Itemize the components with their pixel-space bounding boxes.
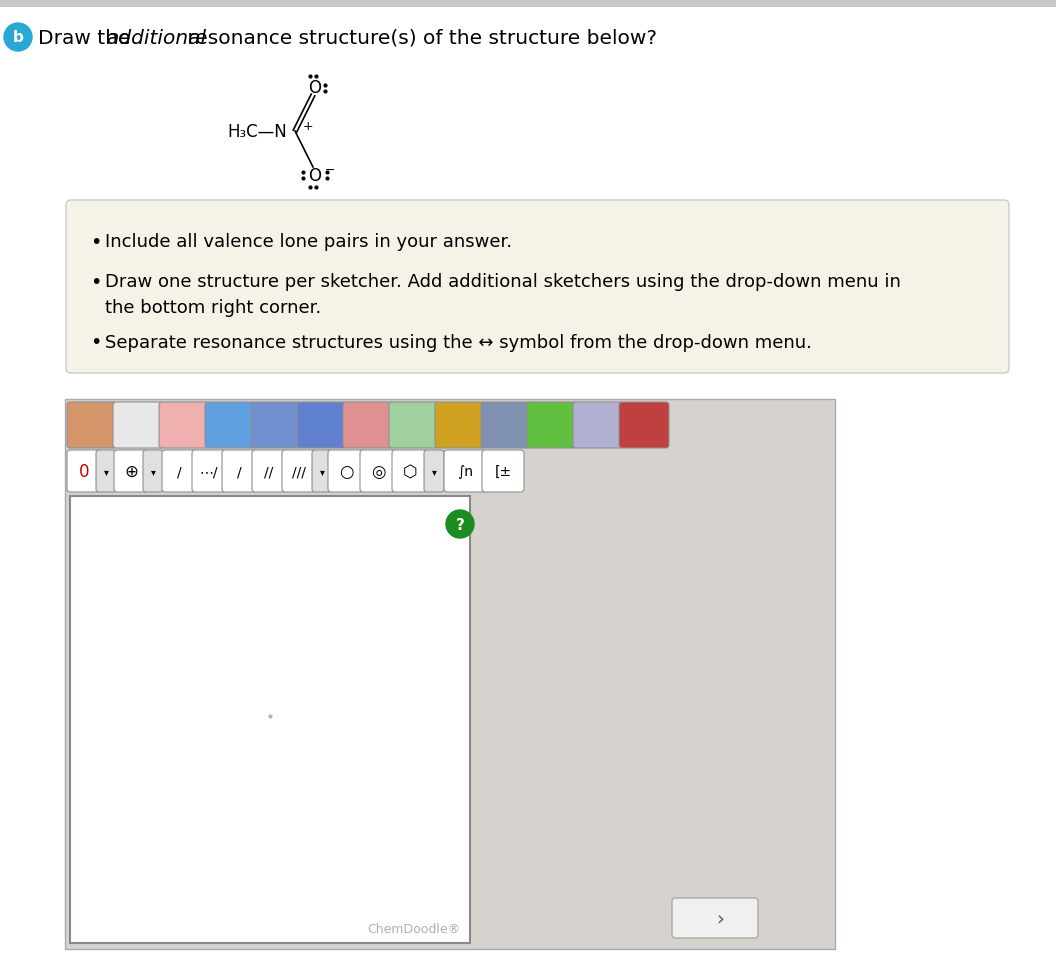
FancyBboxPatch shape [343, 403, 393, 448]
FancyBboxPatch shape [162, 450, 196, 492]
FancyBboxPatch shape [143, 450, 163, 492]
Text: ⬡: ⬡ [402, 462, 417, 481]
Text: ▾: ▾ [432, 467, 436, 477]
Text: −: − [325, 163, 336, 176]
Text: •: • [90, 273, 101, 291]
Text: /: / [176, 464, 182, 479]
Text: ▾: ▾ [103, 467, 109, 477]
FancyBboxPatch shape [205, 403, 254, 448]
Text: [±: [± [494, 464, 511, 479]
Text: ○: ○ [339, 462, 354, 481]
FancyBboxPatch shape [527, 403, 577, 448]
Text: ChemDoodle®: ChemDoodle® [366, 922, 460, 935]
Text: O: O [308, 167, 321, 185]
Text: ∫n: ∫n [457, 464, 473, 479]
FancyBboxPatch shape [482, 450, 524, 492]
Text: ⋯/: ⋯/ [200, 464, 219, 479]
FancyBboxPatch shape [282, 450, 316, 492]
Text: ⊕: ⊕ [124, 462, 138, 481]
FancyBboxPatch shape [312, 450, 332, 492]
Circle shape [446, 510, 474, 538]
Text: Draw one structure per sketcher. Add additional sketchers using the drop-down me: Draw one structure per sketcher. Add add… [105, 273, 901, 291]
Text: O: O [308, 79, 321, 97]
FancyBboxPatch shape [573, 403, 623, 448]
FancyBboxPatch shape [96, 450, 116, 492]
Text: the bottom right corner.: the bottom right corner. [105, 299, 321, 317]
Bar [0, 0, 1056, 8]
FancyBboxPatch shape [67, 403, 117, 448]
FancyBboxPatch shape [425, 450, 444, 492]
Text: Draw the: Draw the [38, 28, 137, 48]
Text: •: • [90, 333, 101, 352]
Text: /: / [237, 464, 242, 479]
FancyBboxPatch shape [252, 450, 286, 492]
Text: ›: › [716, 909, 723, 927]
FancyBboxPatch shape [222, 450, 256, 492]
FancyBboxPatch shape [435, 403, 485, 448]
Text: 0: 0 [79, 462, 90, 481]
FancyBboxPatch shape [65, 201, 1008, 373]
FancyBboxPatch shape [480, 403, 531, 448]
FancyBboxPatch shape [360, 450, 396, 492]
Bar [70, 496, 470, 943]
Text: •: • [90, 233, 101, 251]
Circle shape [4, 24, 32, 52]
Text: ▾: ▾ [151, 467, 155, 477]
Text: resonance structure(s) of the structure below?: resonance structure(s) of the structure … [181, 28, 657, 48]
Text: +: + [303, 119, 314, 132]
FancyBboxPatch shape [619, 403, 670, 448]
FancyBboxPatch shape [159, 403, 209, 448]
Text: additional: additional [106, 28, 206, 48]
Text: ◎: ◎ [371, 462, 385, 481]
FancyBboxPatch shape [392, 450, 428, 492]
Text: Include all valence lone pairs in your answer.: Include all valence lone pairs in your a… [105, 233, 512, 251]
Text: b: b [13, 30, 23, 46]
FancyBboxPatch shape [672, 898, 758, 938]
FancyBboxPatch shape [67, 450, 101, 492]
Text: ?: ? [455, 517, 465, 531]
FancyBboxPatch shape [251, 403, 301, 448]
Text: ▾: ▾ [320, 467, 324, 477]
FancyBboxPatch shape [297, 403, 347, 448]
Text: H₃C—N: H₃C—N [227, 123, 287, 141]
Text: ///: /// [293, 464, 306, 479]
FancyBboxPatch shape [444, 450, 486, 492]
Text: //: // [264, 464, 274, 479]
FancyBboxPatch shape [389, 403, 439, 448]
Bar [65, 400, 835, 949]
FancyBboxPatch shape [192, 450, 226, 492]
FancyBboxPatch shape [328, 450, 364, 492]
Text: Separate resonance structures using the ↔ symbol from the drop-down menu.: Separate resonance structures using the … [105, 334, 812, 352]
FancyBboxPatch shape [114, 450, 148, 492]
FancyBboxPatch shape [113, 403, 163, 448]
